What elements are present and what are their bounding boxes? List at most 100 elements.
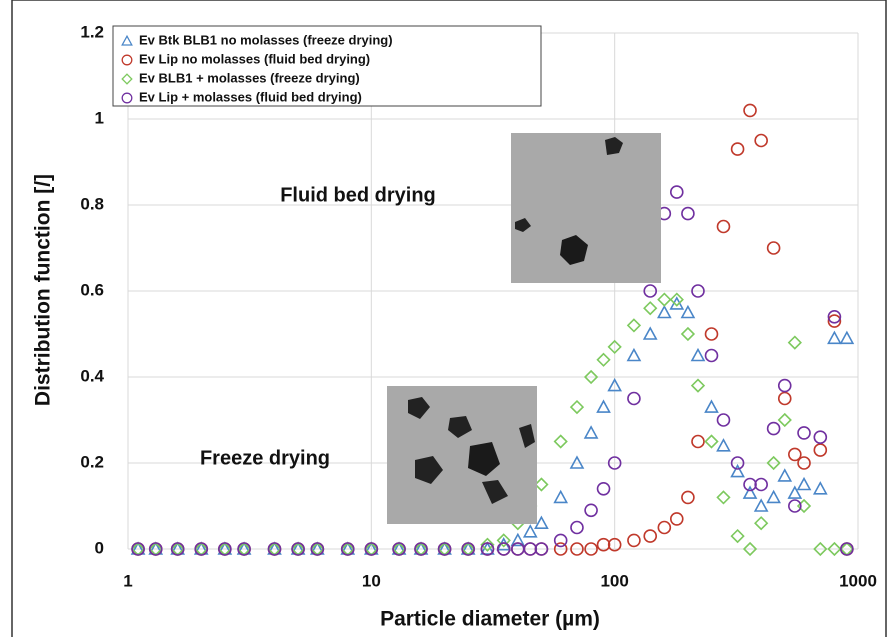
- point: [496, 542, 511, 556]
- point: [730, 463, 745, 478]
- point: [754, 133, 768, 148]
- point: [607, 377, 623, 392]
- point: [813, 443, 828, 457]
- point: [523, 542, 538, 556]
- point: [704, 327, 719, 341]
- y-tick-label: 0.8: [80, 194, 104, 213]
- point: [716, 219, 731, 234]
- point: [461, 542, 475, 556]
- point: [681, 490, 695, 505]
- point: [766, 421, 781, 436]
- point: [267, 542, 282, 556]
- point: [534, 477, 549, 492]
- point: [194, 542, 209, 556]
- point: [730, 456, 745, 470]
- point: [743, 477, 757, 492]
- y-tick-label: 0: [95, 538, 104, 557]
- point: [534, 515, 549, 529]
- point: [742, 485, 758, 499]
- point: [680, 304, 696, 319]
- point: [704, 348, 719, 363]
- point: [569, 455, 585, 469]
- point: [787, 335, 802, 350]
- point: [510, 532, 526, 547]
- point: [480, 542, 495, 556]
- legend-label: Ev Lip + molasses (fluid bed drying): [139, 89, 362, 104]
- point: [716, 490, 731, 505]
- point: [754, 516, 769, 531]
- point: [553, 533, 568, 548]
- point: [643, 284, 658, 298]
- point: [777, 412, 792, 428]
- legend-label: Ev BLB1 + molasses (freeze drying): [139, 70, 360, 85]
- point: [607, 339, 622, 355]
- point: [691, 284, 705, 298]
- point: [496, 533, 511, 548]
- y-tick-label: 0.4: [80, 366, 104, 385]
- y-axis-label: Distribution function [/]: [32, 174, 55, 406]
- point: [310, 542, 325, 556]
- annotation: Fluid bed drying: [280, 184, 436, 206]
- point: [754, 477, 768, 492]
- point: [812, 481, 828, 495]
- point: [827, 330, 842, 345]
- point: [777, 378, 792, 393]
- point: [596, 352, 611, 367]
- x-tick-label: 1000: [839, 571, 877, 590]
- point: [716, 413, 731, 427]
- point: [827, 541, 842, 557]
- point: [340, 542, 355, 556]
- point: [669, 292, 684, 307]
- point: [237, 542, 251, 556]
- point: [742, 541, 758, 557]
- point: [691, 434, 705, 449]
- inset-photo-freeze: [387, 386, 537, 524]
- point: [704, 434, 719, 449]
- point: [827, 309, 842, 324]
- y-tick-label: 0.6: [80, 280, 104, 299]
- point: [364, 542, 379, 556]
- x-tick-label: 100: [600, 571, 628, 590]
- point: [291, 542, 305, 556]
- point: [840, 542, 854, 556]
- point: [584, 542, 598, 556]
- point: [704, 399, 719, 413]
- point: [766, 455, 781, 471]
- point: [607, 456, 622, 470]
- point: [788, 447, 802, 462]
- legend-marker: [121, 73, 133, 85]
- point: [813, 541, 828, 557]
- point: [626, 318, 642, 333]
- point: [669, 185, 684, 199]
- legend-marker: [121, 54, 133, 66]
- point: [570, 520, 584, 535]
- point: [170, 542, 185, 556]
- point: [643, 301, 658, 316]
- point: [596, 537, 611, 552]
- legend-box: [112, 25, 542, 107]
- point: [522, 524, 538, 538]
- point: [680, 326, 696, 342]
- legend-marker: [121, 92, 133, 104]
- point: [656, 304, 672, 319]
- point: [753, 498, 769, 512]
- x-tick-label: 10: [362, 571, 381, 590]
- x-axis-label: Particle diameter (µm): [380, 608, 600, 631]
- y-tick-label: 1.2: [80, 22, 104, 41]
- legend-label: Ev Btk BLB1 no molasses (freeze drying): [139, 32, 393, 47]
- point: [839, 330, 855, 345]
- point: [657, 292, 672, 307]
- point: [437, 542, 452, 556]
- point: [480, 537, 495, 552]
- point: [777, 468, 793, 482]
- point: [570, 542, 584, 556]
- point: [766, 241, 781, 255]
- point: [690, 347, 706, 362]
- point: [218, 542, 232, 556]
- point: [643, 529, 658, 543]
- point: [596, 481, 611, 496]
- point: [743, 103, 757, 118]
- point: [627, 391, 641, 406]
- point: [797, 456, 811, 470]
